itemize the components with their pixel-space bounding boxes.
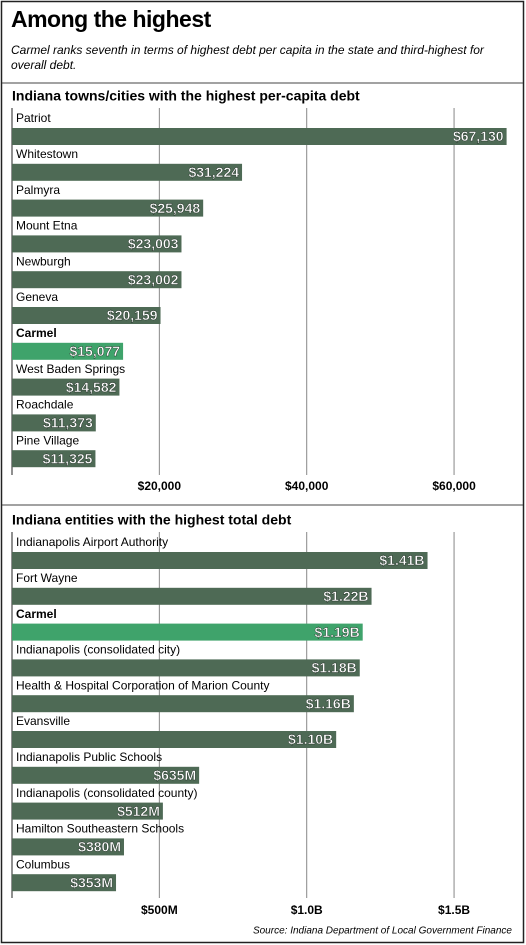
category-label: Newburgh (16, 254, 71, 268)
x-tick-label: $40,000 (285, 479, 329, 493)
value-label: $31,224 (188, 164, 239, 180)
bar (12, 271, 182, 289)
value-label: $15,077 (69, 343, 120, 359)
bar (12, 695, 354, 713)
value-label: $635M (153, 767, 196, 783)
category-label: Indianapolis Airport Authority (16, 535, 168, 549)
bar (12, 838, 124, 856)
bar (12, 128, 507, 145)
x-tick-label: $20,000 (138, 479, 182, 493)
bar (12, 414, 96, 432)
category-label: Roachdale (16, 398, 74, 412)
source: Source: Indiana Department of Local Gove… (253, 926, 512, 937)
category-label: Hamilton Southeastern Schools (16, 822, 184, 836)
value-label: $23,002 (128, 271, 179, 287)
value-label: $1.10B (288, 731, 333, 747)
chart-title: Indiana entities with the highest total … (12, 512, 292, 528)
title: Among the highest (11, 6, 211, 32)
value-label: $25,948 (150, 200, 201, 216)
bar (12, 731, 337, 748)
category-label: Geneva (16, 290, 58, 304)
bar (12, 623, 363, 641)
bar (12, 659, 360, 677)
bar (12, 342, 124, 360)
bar (12, 163, 243, 181)
bar (12, 552, 428, 569)
value-label: $20,159 (107, 307, 158, 323)
category-label: Evansville (16, 714, 70, 728)
category-label: Columbus (16, 857, 70, 871)
category-label: Pine Village (16, 433, 79, 447)
bar (12, 450, 96, 468)
value-label: $353M (70, 874, 113, 890)
bar (12, 766, 200, 784)
bar (12, 235, 182, 253)
value-label: $14,582 (66, 379, 117, 395)
x-tick-label: $500M (141, 903, 178, 917)
bar (12, 199, 204, 217)
value-label: $1.18B (312, 660, 357, 676)
value-label: $11,325 (43, 450, 93, 466)
category-label: Fort Wayne (16, 571, 78, 585)
category-label: Patriot (16, 111, 51, 125)
category-label: Whitestown (16, 147, 78, 161)
category-label: Indianapolis (consolidated county) (16, 786, 197, 800)
category-label: Indianapolis (consolidated city) (16, 643, 180, 657)
bar (12, 587, 372, 605)
category-label: West Baden Springs (16, 362, 125, 376)
value-label: $1.16B (306, 695, 351, 711)
category-label: Carmel (16, 607, 57, 621)
value-label: $23,003 (128, 236, 179, 252)
category-label: Carmel (16, 326, 57, 340)
x-tick-label: $1.5B (438, 903, 470, 917)
x-tick-label: $60,000 (432, 479, 476, 493)
value-label: $67,130 (453, 128, 504, 144)
value-label: $1.41B (379, 552, 424, 568)
category-label: Palmyra (16, 183, 60, 197)
bar (12, 307, 161, 324)
category-label: Mount Etna (16, 219, 78, 233)
value-label: $512M (117, 803, 160, 819)
bar (12, 874, 117, 892)
category-label: Indianapolis Public Schools (16, 750, 162, 764)
value-label: $11,373 (43, 415, 93, 431)
bar (12, 802, 163, 820)
x-tick-label: $1.0B (291, 903, 323, 917)
subtitle: Carmel ranks seventh in terms of highest… (11, 43, 484, 72)
category-label: Health & Hospital Corporation of Marion … (16, 678, 269, 692)
chart-title: Indiana towns/cities with the highest pe… (12, 88, 360, 104)
bar (12, 378, 120, 396)
value-label: $1.22B (323, 588, 368, 604)
value-label: $1.19B (315, 624, 360, 640)
value-label: $380M (78, 839, 121, 855)
